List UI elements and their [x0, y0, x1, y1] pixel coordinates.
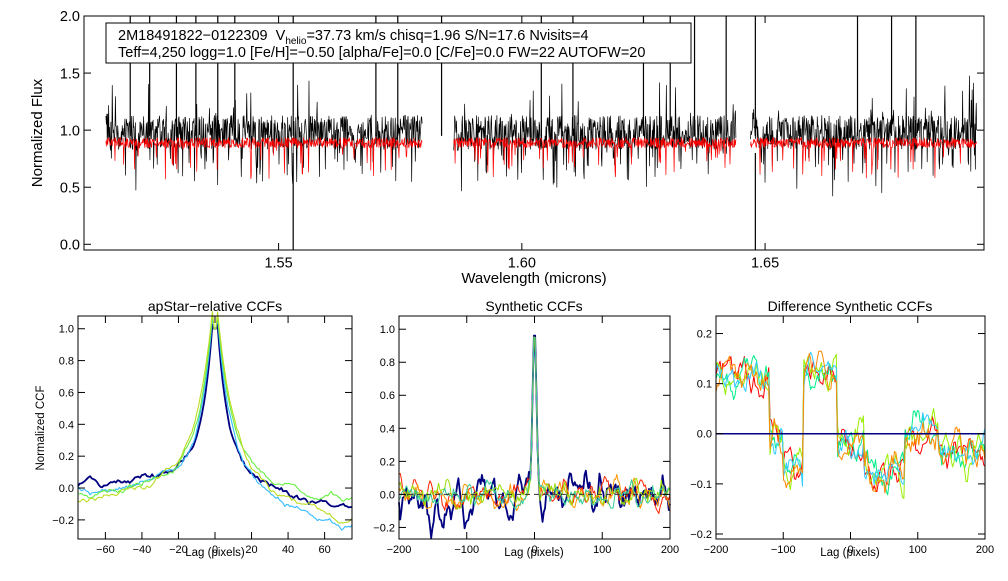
spectrum-ticks: 1.55 1.60 1.65 0.0 0.5 1.0 1.5 2.0: [60, 9, 984, 272]
spectrum-xtick-label: 1.55: [264, 256, 292, 272]
ccf3-ytick-label: 0.0: [697, 429, 712, 441]
ccf3-xtick-label: 100: [909, 544, 927, 556]
observed-spectrum-chip-1: [105, 80, 423, 191]
ccf1-xtick-label: −40: [133, 544, 152, 556]
ccf3-title: Difference Synthetic CCFs: [768, 298, 933, 314]
ccf2-frame: [398, 315, 671, 540]
ccf3-line-visit-2: [715, 355, 986, 496]
model-spectrum-chip-2: [453, 137, 737, 178]
ccf2-title: Synthetic CCFs: [485, 298, 582, 314]
ccf1-line-visit-3: [77, 314, 353, 502]
info-line-1: 2M18491822−0122309 Vhelio=37.73 km/s chi…: [118, 28, 589, 47]
ccf1-line-visit-4: [77, 310, 353, 524]
ccf2-ytick-label: 0.2: [380, 456, 395, 468]
vhelio-subscript: helio: [285, 36, 307, 47]
ccf1-line-visit-2: [77, 317, 353, 531]
ccf-panel-difference: −200 −100 0 100 200 −0.2 −0.1 0.0 0.1 0.2 Differe…: [690, 298, 994, 559]
spectrum-xtick-label: 1.60: [508, 256, 536, 272]
ccf3-xtick-label: 0: [847, 544, 853, 556]
ccf1-xtick-label: 40: [282, 544, 294, 556]
ccf2-xtick-label: −200: [387, 544, 412, 556]
ccf2-xtick-label: 100: [593, 544, 611, 556]
ccf2-ytick-label: 0.6: [380, 390, 395, 402]
ccf3-ytick-label: −0.1: [690, 479, 712, 491]
ccf1-ytick-label: 0.6: [59, 387, 74, 399]
spectrum-xlabel: Wavelength (microns): [461, 270, 606, 287]
ccf-panel-apstar: −60 −40 −20 0 20 40 60 −0.2 0.0 0.2 0.4 0.6 0.8 1.0 a…: [35, 298, 353, 559]
ccf1-xtick-label: −20: [169, 544, 188, 556]
ccf3-frame: [715, 315, 986, 540]
ccf1-title: apStar−relative CCFs: [148, 298, 282, 314]
spectrum-ytick-label: 0.5: [60, 180, 80, 196]
ccf3-line-visit-1: [715, 355, 986, 493]
ccf2-ytick-label: −0.2: [373, 522, 395, 534]
ccf2-xlabel: Lag (pixels): [504, 547, 564, 559]
ccf2-line-visit-5: [398, 336, 671, 510]
info-line-1-rest: =37.73 km/s chisq=1.96 S/N=17.6 Nvisits=…: [306, 28, 588, 44]
ccf1-ytick-label: 0.8: [59, 356, 74, 368]
ccf3-xtick-label: −200: [704, 544, 729, 556]
ccf2-line-visit-4: [398, 336, 671, 510]
spectrum-ytick-label: 0.0: [60, 238, 80, 254]
spectrum-ytick-label: 1.5: [60, 66, 80, 82]
spectrum-ytick-label: 2.0: [60, 9, 80, 25]
ccf2-ytick-label: 1.0: [380, 324, 395, 336]
ccf2-xtick-label: −100: [454, 544, 479, 556]
ccf3-line-visit-4: [715, 351, 986, 487]
ccf2-line-visit-1: [398, 334, 671, 539]
ccf2-ytick-label: 0.0: [380, 489, 395, 501]
ccf3-ytick-label: 0.1: [697, 379, 712, 391]
observed-spectrum-chip-3: [750, 75, 978, 197]
ccf1-ytick-label: 0.4: [59, 419, 74, 431]
spectrum-panel: 1.55 1.60 1.65 0.0 0.5 1.0 1.5 2.0 2M18491822−0…: [29, 9, 985, 287]
ccf2-xtick-label: 0: [531, 544, 537, 556]
ccf1-xlabel: Lag (pixels): [185, 547, 245, 559]
ccf1-xtick-label: 20: [245, 544, 257, 556]
ccf3-line-visit-5: [715, 350, 986, 494]
spectrum-frame: [83, 15, 985, 251]
ccf1-line-visit-1: [77, 323, 353, 509]
ccf3-xtick-label: 200: [976, 544, 994, 556]
spectrum-ylabel: Normalized Flux: [29, 78, 46, 187]
model-spectrum-chip-3: [750, 137, 978, 179]
ccf2-data: [398, 334, 671, 539]
observed-spectrum-chip-2: [453, 82, 737, 192]
ccf1-ticks: −60 −40 −20 0 20 40 60 −0.2 0.0 0.2 0.4 0.6 0.8 1.0: [52, 316, 352, 556]
ccf1-ytick-label: 0.0: [59, 483, 74, 495]
vhelio-symbol: V: [276, 28, 286, 44]
star-id: 2M18491822−0122309: [118, 28, 268, 44]
ccf3-line-visit-3: [715, 353, 986, 499]
ccf1-xtick-label: 0: [212, 544, 218, 556]
info-box-frame: [105, 22, 692, 64]
ccf3-ytick-label: 0.2: [697, 328, 712, 340]
ccf3-ytick-label: −0.2: [690, 529, 712, 541]
ccf3-xlabel: Lag (pixels): [820, 547, 880, 559]
ccf2-line-visit-3: [398, 336, 671, 512]
spectrum-ytick-label: 1.0: [60, 123, 80, 139]
spectrum-xtick-label: 1.65: [751, 256, 779, 272]
model-spectrum-chip-1: [105, 137, 423, 180]
ccf3-xtick-label: −100: [771, 544, 796, 556]
ccf1-ytick-label: −0.2: [52, 515, 74, 527]
ccf-panel-synthetic: −200 −100 0 100 200 −0.2 0.0 0.2 0.4 0.6 0.8 1.0 Sy…: [373, 298, 679, 559]
ccf1-frame: [77, 315, 353, 540]
ccf2-ticks: −200 −100 0 100 200 −0.2 0.0 0.2 0.4 0.6 0.8 1.0: [373, 316, 679, 556]
ccf1-ylabel: Normalized CCF: [35, 386, 47, 471]
ccf2-ytick-label: 0.4: [380, 423, 395, 435]
ccf1-ytick-label: 1.0: [59, 324, 74, 336]
ccf2-xtick-label: 200: [661, 544, 679, 556]
ccf3-data: [715, 350, 986, 499]
ccf1-xtick-label: −60: [96, 544, 115, 556]
info-line-2: Teff=4,250 logg=1.0 [Fe/H]=−0.50 [alpha/…: [118, 45, 645, 61]
ccf1-ytick-label: 0.2: [59, 451, 74, 463]
ccf1-xtick-label: 60: [318, 544, 330, 556]
ccf3-ticks: −200 −100 0 100 200 −0.2 −0.1 0.0 0.1 0.2: [690, 316, 994, 556]
ccf2-ytick-label: 0.8: [380, 357, 395, 369]
ccf1-data: [77, 310, 353, 531]
info-box: 2M18491822−0122309 Vhelio=37.73 km/s chi…: [105, 22, 692, 64]
